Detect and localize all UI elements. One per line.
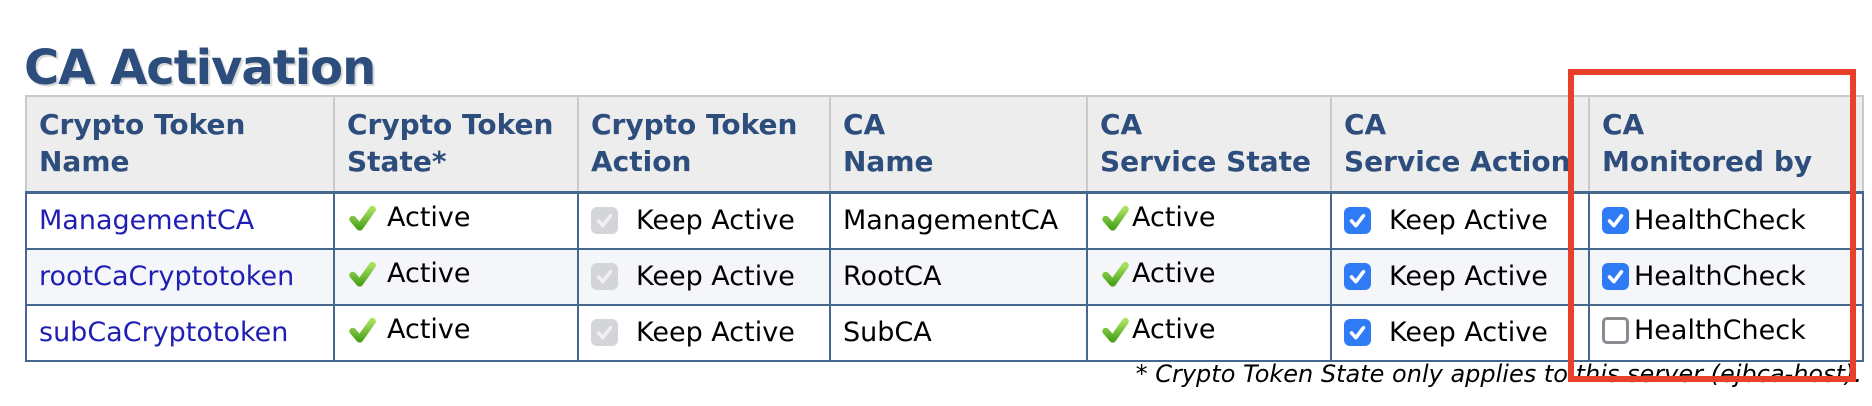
ca-service-state-label: Active xyxy=(1132,202,1216,234)
crypto-token-link[interactable]: rootCaCryptotoken xyxy=(39,261,295,293)
keep-active-checkbox xyxy=(591,206,618,234)
crypto-token-state-label: Active xyxy=(387,258,471,290)
crypto-token-state-label: Active xyxy=(387,202,471,234)
active-check-icon xyxy=(347,259,377,289)
col-header-ca-name: CA Name xyxy=(829,94,1088,194)
healthcheck-checkbox[interactable] xyxy=(1602,206,1629,234)
healthcheck-checkbox[interactable] xyxy=(1602,262,1629,290)
ca-service-state-label: Active xyxy=(1132,258,1216,290)
col-header-crypto-token-state: Crypto Token State* xyxy=(333,94,579,194)
keep-active-checkbox xyxy=(591,262,618,290)
header-row: Crypto Token Name Crypto Token State* Cr… xyxy=(25,94,1864,194)
table-row: subCaCryptotoken Active Keep Active SubC xyxy=(25,303,1864,362)
col-header-ca-monitored-by: CA Monitored by xyxy=(1588,94,1864,194)
table-row: ManagementCA Active Keep Active Manageme xyxy=(25,191,1864,250)
ca-activation-table: Crypto Token Name Crypto Token State* Cr… xyxy=(25,94,1864,362)
healthcheck-label: HealthCheck xyxy=(1634,314,1806,346)
active-check-icon xyxy=(347,315,377,345)
healthcheck-checkbox[interactable] xyxy=(1602,316,1629,344)
healthcheck-label: HealthCheck xyxy=(1634,260,1806,292)
ca-name-label: SubCA xyxy=(843,317,932,349)
keep-active-label: Keep Active xyxy=(636,316,795,348)
service-keep-active-label: Keep Active xyxy=(1389,260,1548,292)
col-header-crypto-token-action: Crypto Token Action xyxy=(577,94,831,194)
service-keep-active-checkbox[interactable] xyxy=(1344,206,1371,234)
crypto-token-link[interactable]: ManagementCA xyxy=(39,205,255,237)
ca-service-state-label: Active xyxy=(1132,314,1216,346)
service-keep-active-checkbox[interactable] xyxy=(1344,318,1371,346)
col-header-ca-service-action: CA Service Action xyxy=(1330,94,1590,194)
service-keep-active-checkbox[interactable] xyxy=(1344,262,1371,290)
crypto-token-state-label: Active xyxy=(387,314,471,346)
keep-active-label: Keep Active xyxy=(636,204,795,236)
col-header-crypto-token-name: Crypto Token Name xyxy=(25,94,335,194)
active-check-icon xyxy=(347,203,377,233)
crypto-token-state-footnote: * Crypto Token State only applies to thi… xyxy=(1135,360,1862,388)
active-check-icon xyxy=(1100,315,1130,345)
ca-name-label: RootCA xyxy=(843,261,942,293)
col-header-ca-service-state: CA Service State xyxy=(1086,94,1332,194)
page-title: CA Activation xyxy=(24,40,376,97)
ca-name-label: ManagementCA xyxy=(843,205,1059,237)
service-keep-active-label: Keep Active xyxy=(1389,316,1548,348)
crypto-token-link[interactable]: subCaCryptotoken xyxy=(39,317,289,349)
keep-active-checkbox xyxy=(591,318,618,346)
table-row: rootCaCryptotoken Active Keep Active Roo xyxy=(25,247,1864,306)
active-check-icon xyxy=(1100,259,1130,289)
keep-active-label: Keep Active xyxy=(636,260,795,292)
service-keep-active-label: Keep Active xyxy=(1389,204,1548,236)
active-check-icon xyxy=(1100,203,1130,233)
healthcheck-label: HealthCheck xyxy=(1634,204,1806,236)
